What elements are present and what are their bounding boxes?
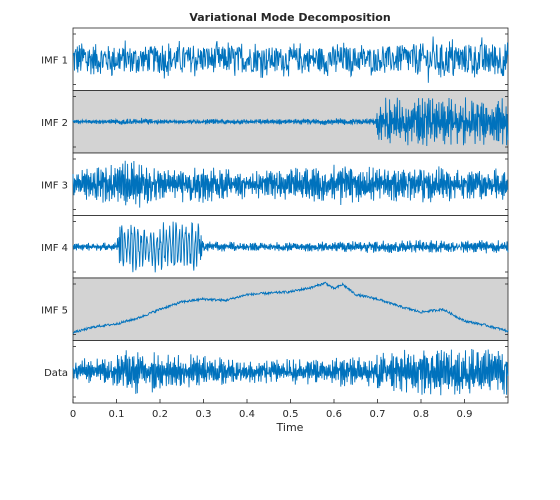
panel-label: IMF 2 xyxy=(41,118,68,129)
chart-title: Variational Mode Decomposition xyxy=(189,11,390,24)
series-line xyxy=(72,221,509,273)
series-line xyxy=(72,97,509,147)
panel-2: IMF 2 xyxy=(41,90,509,154)
x-tick-label: 0.9 xyxy=(457,409,473,420)
x-tick-label: 0.7 xyxy=(370,409,386,420)
panels: IMF 1 IMF 2 IMF 3 IMF 4 IMF 5 Data xyxy=(41,27,509,404)
panel-3: IMF 3 xyxy=(41,152,509,216)
x-axis-label: Time xyxy=(276,421,304,434)
x-tick-label: 0.3 xyxy=(196,409,212,420)
x-tick-label: 0.2 xyxy=(152,409,168,420)
panel-background xyxy=(72,277,509,341)
x-tick-label: 0.8 xyxy=(413,409,429,420)
x-tick-label: 0.6 xyxy=(326,409,342,420)
x-tick-label: 0.1 xyxy=(109,409,125,420)
panel-4: IMF 4 xyxy=(41,215,509,279)
series-line xyxy=(72,36,509,83)
x-axis: 0 0.1 0.2 0.3 0.4 0.5 0.6 0.7 0.8 0.9 xyxy=(70,399,473,420)
x-tick-label: 0 xyxy=(70,409,76,420)
panel-6: Data xyxy=(44,340,509,404)
panel-label: IMF 4 xyxy=(41,243,68,254)
x-tick-label: 0.4 xyxy=(239,409,255,420)
panel-label: Data xyxy=(44,368,68,379)
panel-label: IMF 3 xyxy=(41,180,68,191)
series-line xyxy=(72,160,509,208)
x-tick-label: 0.5 xyxy=(283,409,299,420)
panel-label: IMF 5 xyxy=(41,305,68,316)
series-line xyxy=(72,348,509,396)
panel-1: IMF 1 xyxy=(41,27,509,91)
panel-5: IMF 5 xyxy=(41,277,509,341)
panel-label: IMF 1 xyxy=(41,55,68,66)
series-line xyxy=(72,281,509,335)
